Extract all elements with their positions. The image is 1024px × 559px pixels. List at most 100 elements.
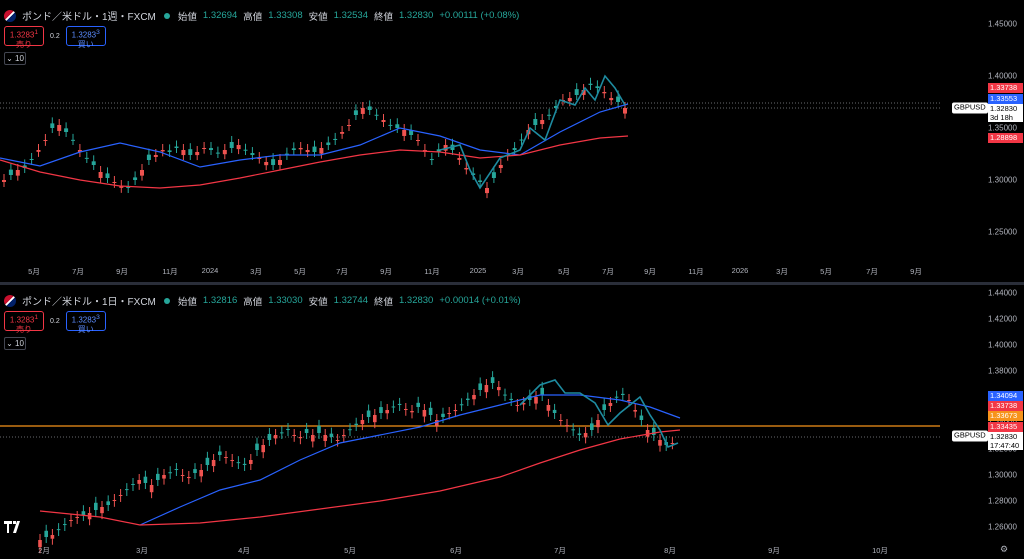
candle-body [459, 404, 464, 406]
buy-button[interactable]: 1.32833 買い [65, 311, 106, 334]
moving-average-red [0, 135, 629, 189]
candle-body [609, 98, 614, 101]
candle-body [484, 385, 489, 393]
pane-divider[interactable] [0, 282, 1024, 285]
candle-body [29, 158, 34, 160]
daily-price-chart[interactable] [0, 285, 940, 559]
daily-price-axis[interactable]: 1.440001.420001.400001.380001.360001.340… [940, 285, 1024, 559]
candle-body [416, 402, 420, 407]
candle-body [261, 445, 265, 453]
bar-countdown: 3d 18h [990, 113, 1013, 122]
candle-body [519, 139, 524, 141]
time-tick-label: 7月 [602, 267, 614, 276]
candle-body [416, 140, 420, 141]
buy-button[interactable]: 1.32833 買い [65, 26, 106, 49]
candle-body [447, 413, 451, 414]
candle-body [645, 430, 650, 437]
candle-body [71, 139, 75, 141]
high-value: 1.33030 [268, 295, 303, 306]
candle-body [312, 146, 317, 152]
symbol-title[interactable]: ポンド／米ドル・1日・FXCM [22, 297, 156, 308]
candle-body [428, 407, 433, 415]
candle-body [36, 150, 41, 152]
candle-body [388, 124, 393, 126]
candle-body [616, 96, 621, 102]
candle-body [373, 415, 377, 423]
candle-body [118, 495, 123, 496]
price-level-tag: 1.33738 [988, 83, 1023, 93]
price-tick-label: 1.45000 [988, 19, 1017, 29]
high-label: 高値 [243, 296, 263, 308]
candle-body [319, 148, 324, 154]
spread-value: 0.2 [50, 317, 60, 325]
open-value: 1.32694 [202, 10, 238, 21]
sell-price-sup: 1 [34, 29, 39, 36]
indicator-collapse-toggle[interactable]: ⌄ 10 [4, 52, 26, 65]
candle-body [167, 150, 172, 152]
candle-body [435, 420, 439, 426]
candle-body [94, 502, 98, 510]
indicator-collapse-toggle[interactable]: ⌄ 10 [4, 337, 26, 350]
low-label: 安値 [308, 11, 328, 23]
candle-body [202, 148, 207, 149]
candle-body [291, 148, 296, 150]
daily-chart-pane[interactable]: ポンド／米ドル・1日・FXCM 始値 1.32816 高値 1.33030 安値 1.… [0, 285, 1024, 559]
candle-body [422, 410, 427, 417]
price-tick-label: 1.28000 [988, 496, 1017, 506]
candle-body [273, 435, 278, 439]
weekly-chart-pane[interactable]: ポンド／米ドル・1週・FXCM 始値 1.32694 高値 1.33308 安値 1.… [0, 0, 1024, 282]
candle-body [436, 149, 441, 152]
candle-body [119, 186, 124, 188]
symbol-title[interactable]: ポンド／米ドル・1週・FXCM [22, 12, 156, 23]
time-tick-label: 7月 [72, 267, 84, 276]
sell-button[interactable]: 1.32831 売り [4, 26, 44, 49]
candle-body [410, 411, 414, 413]
weekly-price-axis[interactable]: 1.45000 1.40000 1.35000 1.30000 1.25000 1.337… [940, 0, 1024, 282]
candle-body [565, 425, 569, 427]
candle-body [126, 186, 131, 188]
sell-price-sup: 1 [34, 314, 39, 321]
candle-body [133, 177, 138, 180]
candle-body [209, 148, 213, 150]
time-tick-label: 11月 [424, 267, 440, 276]
weekly-legend: ポンド／米ドル・1週・FXCM 始値 1.32694 高値 1.33308 安値 1.… [4, 8, 519, 23]
candle-body [340, 132, 345, 134]
buy-price: 1.3283 [71, 315, 97, 325]
candle-body [354, 423, 358, 425]
candle-body [125, 489, 129, 491]
candle-body [429, 159, 434, 161]
tradingview-logo-icon[interactable] [4, 521, 24, 536]
bar-countdown: 17:47:40 [990, 441, 1020, 450]
candle-body [286, 428, 290, 430]
candle-body [50, 123, 55, 128]
candle-body [379, 407, 383, 413]
candle-body [137, 480, 141, 484]
candle-body [581, 90, 586, 95]
low-label: 安値 [308, 296, 328, 308]
candle-body [44, 530, 48, 537]
weekly-time-axis[interactable]: 5月 7月 9月 11月 2024 3月 5月 7月 9月 11月 2025 3月 5月 7月 9月 11月 2… [0, 266, 940, 278]
sell-button[interactable]: 1.32831 売り [4, 311, 44, 334]
buy-price: 1.3283 [71, 30, 97, 40]
candle-body [81, 511, 86, 515]
low-value: 1.32744 [333, 295, 368, 306]
candle-body [466, 398, 470, 400]
symbol-label: GBPUSD [952, 430, 988, 442]
candle-body [224, 457, 228, 458]
settings-gear-icon[interactable]: ⚙ [1000, 544, 1009, 554]
weekly-price-chart[interactable] [0, 0, 940, 282]
candle-body [149, 485, 154, 493]
candle-body [577, 433, 582, 435]
last-price-box: 1.32830 17:47:40 [988, 432, 1023, 450]
candle-body [658, 440, 662, 446]
time-tick-label: 3月 [136, 546, 148, 555]
candle-body [180, 475, 185, 476]
time-tick-label: 11月 [688, 267, 704, 276]
daily-time-axis[interactable]: 2月 3月 4月 5月 6月 7月 8月 9月 10月 [0, 545, 940, 557]
candle-body [621, 393, 625, 395]
candle-body [583, 433, 588, 438]
gbp-flag-icon [4, 9, 16, 22]
price-level-tag: 1.34094 [988, 391, 1023, 401]
time-tick-label: 7月 [866, 267, 878, 276]
candle-body [160, 150, 165, 152]
